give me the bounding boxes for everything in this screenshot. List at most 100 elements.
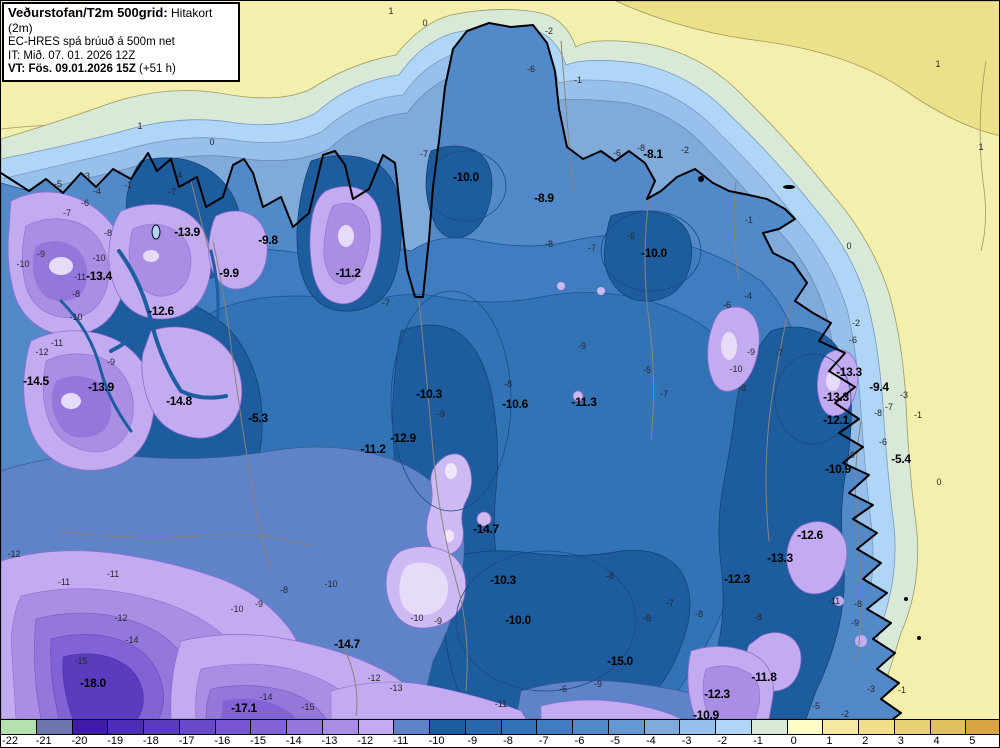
colorbar-cell — [751, 720, 788, 734]
contour-label: -11 — [50, 338, 64, 348]
temperature-label: -10.3 — [416, 387, 442, 401]
temperature-label: -13.3 — [823, 390, 849, 404]
temperature-label: -10.9 — [825, 462, 851, 476]
contour-label: -15 — [74, 656, 88, 666]
temperature-label: -10.3 — [490, 573, 516, 587]
colorbar-tick-label: 5 — [969, 735, 976, 747]
map-graphics — [1, 1, 999, 719]
temperature-label: -13.3 — [767, 551, 793, 565]
contour-label: -7 — [167, 187, 177, 197]
colorbar-tick-label: -20 — [71, 735, 88, 747]
contour-label: 0 — [422, 18, 428, 28]
colorbar-cell — [537, 720, 573, 734]
colorbar-tick-label: -8 — [503, 735, 513, 747]
contour-label: -10 — [230, 604, 244, 614]
temperature-label: -14.5 — [23, 374, 49, 388]
contour-label: -1 — [123, 180, 133, 190]
temperature-label: -8.1 — [643, 147, 663, 161]
contour-label: -7 — [381, 298, 391, 308]
colorbar-cell — [179, 720, 216, 734]
temperature-label: -9.9 — [219, 266, 239, 280]
colorbar-cell — [251, 720, 287, 734]
colorbar-cell — [72, 720, 109, 734]
east-purple-patches — [746, 349, 867, 692]
contour-label: -12 — [367, 673, 381, 683]
sea-warm-band — [615, 1, 999, 136]
contour-label: -10 — [92, 253, 106, 263]
contour-label: -8 — [853, 599, 863, 609]
contour-label: -6 — [558, 684, 568, 694]
contour-label: -6 — [612, 148, 622, 158]
contour-label: 1 — [137, 121, 143, 131]
sea-isotherm-right — [979, 60, 987, 252]
colorbar-cell — [680, 720, 716, 734]
colorbar-cell — [501, 720, 538, 734]
contour-label: -9 — [846, 450, 856, 460]
colorbar-cell — [573, 720, 609, 734]
contour-label: -8 — [503, 379, 513, 389]
contour-label: -10 — [16, 259, 30, 269]
contour-label: -3 — [81, 171, 91, 181]
contour-label: -11 — [73, 272, 87, 282]
contour-label: -1 — [744, 215, 754, 225]
colorbar-tick-label: 4 — [933, 735, 940, 747]
contour-label: -10 — [410, 613, 424, 623]
contour-label: -7 — [587, 243, 597, 253]
temperature-label: -5.3 — [248, 411, 268, 425]
colorbar-cell — [36, 720, 73, 734]
colorbar-cell — [716, 720, 752, 734]
contour-label: 0 — [209, 137, 215, 147]
contour-label: -2 — [544, 26, 554, 36]
southwest-cold-pool — [1, 550, 305, 719]
colorbar-tick-label: -17 — [178, 735, 195, 747]
colorbar-tick-label: -11 — [393, 735, 409, 747]
colorbar-cell — [823, 720, 859, 734]
contour-label: -8 — [694, 609, 704, 619]
temperature-label: -10.6 — [502, 397, 528, 411]
temperature-label: -10.0 — [505, 613, 531, 627]
contour-label: -8 — [103, 228, 113, 238]
contour-label: -1 — [897, 685, 907, 695]
temperature-label: -15.0 — [607, 654, 633, 668]
contour-label: -10 — [729, 364, 743, 374]
colorbar-cell — [966, 720, 999, 734]
contour-label: -7 — [884, 402, 894, 412]
central-lavender-spots — [385, 282, 760, 629]
colorbar-cell — [358, 720, 395, 734]
temperature-label: -10.0 — [453, 170, 479, 184]
temperature-label: -12.6 — [797, 528, 823, 542]
colorbar-tick-label: -14 — [285, 735, 302, 747]
contour-label: -8 — [753, 612, 763, 622]
contour-label: -3 — [899, 390, 909, 400]
contour-label: -3 — [866, 684, 876, 694]
contour-label: -4 — [92, 186, 102, 196]
temperature-label: -11.3 — [571, 395, 597, 409]
header-valid-rest: (+51 h) — [135, 63, 176, 75]
contour-label: -8 — [605, 571, 615, 581]
temperature-label: -11.8 — [751, 670, 777, 684]
temperature-label: -8.9 — [534, 191, 554, 205]
temperature-label: -12.3 — [704, 687, 730, 701]
contour-label: -12 — [114, 613, 128, 623]
temperature-label: -14.8 — [166, 394, 192, 408]
colorbar-cell — [859, 720, 895, 734]
header-title-bold: Veðurstofan/T2m 500grid: — [8, 5, 168, 20]
cold-patch-ne — [603, 210, 693, 302]
contour-label: -6 — [722, 300, 732, 310]
colorbar-cell — [215, 720, 252, 734]
colorbar-cell — [108, 720, 144, 734]
forecast-header: Veðurstofan/T2m 500grid: Hitakort (2m) E… — [2, 2, 240, 82]
contour-label: -15 — [301, 702, 315, 712]
colorbar-tick-label: -7 — [538, 735, 549, 747]
contour-label: -1 — [573, 75, 583, 85]
colorbar-cell — [644, 720, 681, 734]
contour-label: 1 — [935, 59, 941, 69]
colorbar-tick-label: -21 — [35, 735, 52, 747]
header-title: Veðurstofan/T2m 500grid: Hitakort (2m) — [8, 6, 233, 36]
colorbar-cell — [930, 720, 967, 734]
contour-label: -9 — [436, 409, 446, 419]
temperature-colorbar — [1, 719, 999, 735]
contour-label: -10 — [324, 579, 338, 589]
contour-label: -14 — [259, 692, 273, 702]
